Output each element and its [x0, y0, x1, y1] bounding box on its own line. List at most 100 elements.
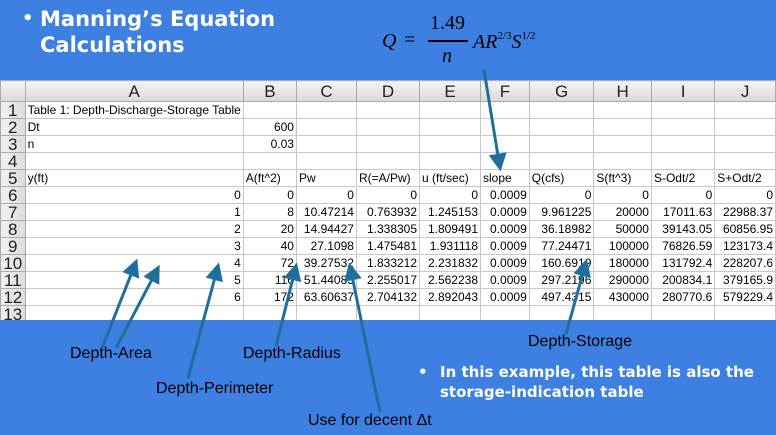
column-header-h[interactable]: H: [593, 80, 652, 102]
cell[interactable]: 0.03: [242, 135, 297, 153]
cell[interactable]: 5: [24, 271, 244, 289]
cell[interactable]: [650, 118, 716, 136]
cell[interactable]: 430000: [593, 288, 652, 306]
cell[interactable]: [528, 118, 595, 136]
row-header[interactable]: 11: [0, 271, 26, 289]
cell[interactable]: 1.338305: [355, 220, 421, 238]
cell[interactable]: Pw: [295, 169, 357, 187]
cell[interactable]: 0.0009: [480, 186, 530, 204]
cell[interactable]: [714, 305, 776, 320]
cell[interactable]: [419, 305, 482, 320]
cell[interactable]: S-Odt/2: [650, 169, 716, 187]
cell[interactable]: [480, 118, 530, 136]
cell[interactable]: 20: [242, 220, 297, 238]
cell[interactable]: y(ft): [24, 169, 244, 187]
cell[interactable]: 1.809491: [419, 220, 482, 238]
cell[interactable]: 228207.6: [714, 254, 776, 272]
cell[interactable]: A(ft^2): [242, 169, 297, 187]
cell[interactable]: 2.704132: [355, 288, 421, 306]
column-header-f[interactable]: F: [480, 80, 530, 102]
column-header-j[interactable]: J: [714, 80, 776, 102]
cell[interactable]: 0.763932: [355, 203, 421, 221]
cell[interactable]: 100000: [593, 237, 652, 255]
cell[interactable]: [480, 135, 530, 153]
row-header[interactable]: 7: [0, 203, 26, 221]
cell[interactable]: 1.833212: [355, 254, 421, 272]
cell[interactable]: [419, 118, 482, 136]
cell[interactable]: [295, 101, 357, 119]
cell[interactable]: 0.0009: [480, 203, 530, 221]
cell[interactable]: 0.0009: [480, 271, 530, 289]
cell[interactable]: 2.231832: [419, 254, 482, 272]
cell[interactable]: [593, 118, 652, 136]
cell[interactable]: [650, 152, 716, 170]
cell[interactable]: [714, 152, 776, 170]
cell[interactable]: 72: [242, 254, 297, 272]
cell[interactable]: [355, 152, 421, 170]
cell[interactable]: [355, 135, 421, 153]
cell[interactable]: 1.931118: [419, 237, 482, 255]
cell[interactable]: R(=A/Pw): [355, 169, 421, 187]
cell[interactable]: [355, 305, 421, 320]
column-header-i[interactable]: I: [650, 80, 716, 102]
cell[interactable]: S+Odt/2: [714, 169, 776, 187]
cell[interactable]: 280770.6: [650, 288, 716, 306]
cell[interactable]: 0.0009: [480, 220, 530, 238]
row-header[interactable]: 3: [0, 135, 26, 153]
cell[interactable]: 77.24471: [528, 237, 595, 255]
row-header[interactable]: 2: [0, 118, 26, 136]
cell[interactable]: 0: [355, 186, 421, 204]
cell[interactable]: 22988.37: [714, 203, 776, 221]
corner-cell[interactable]: [0, 80, 26, 102]
cell[interactable]: 10.47214: [295, 203, 357, 221]
cell[interactable]: [242, 305, 297, 320]
row-header[interactable]: 12: [0, 288, 26, 306]
cell[interactable]: 2.255017: [355, 271, 421, 289]
cell[interactable]: [295, 118, 357, 136]
cell[interactable]: 4: [24, 254, 244, 272]
cell[interactable]: [593, 305, 652, 320]
cell[interactable]: 27.1098: [295, 237, 357, 255]
cell[interactable]: [295, 305, 357, 320]
cell[interactable]: 0: [528, 186, 595, 204]
cell[interactable]: 20000: [593, 203, 652, 221]
cell[interactable]: 1: [24, 203, 244, 221]
cell[interactable]: n: [24, 135, 244, 153]
cell[interactable]: [650, 305, 716, 320]
cell[interactable]: slope: [480, 169, 530, 187]
cell[interactable]: 297.2196: [528, 271, 595, 289]
cell[interactable]: [714, 101, 776, 119]
column-header-c[interactable]: C: [295, 80, 357, 102]
cell[interactable]: 497.4315: [528, 288, 595, 306]
cell[interactable]: 0: [24, 186, 244, 204]
cell[interactable]: 0.0009: [480, 237, 530, 255]
cell[interactable]: [295, 152, 357, 170]
cell[interactable]: 9.961225: [528, 203, 595, 221]
cell[interactable]: [242, 101, 297, 119]
cell[interactable]: S(ft^3): [593, 169, 652, 187]
cell[interactable]: 123173.4: [714, 237, 776, 255]
cell[interactable]: [480, 101, 530, 119]
cell[interactable]: 8: [242, 203, 297, 221]
column-header-a[interactable]: A: [24, 80, 244, 102]
cell[interactable]: 2.562238: [419, 271, 482, 289]
cell[interactable]: 63.60637: [295, 288, 357, 306]
row-header[interactable]: 13: [0, 305, 26, 320]
cell[interactable]: [528, 135, 595, 153]
cell[interactable]: 0: [242, 186, 297, 204]
cell[interactable]: 0.0009: [480, 288, 530, 306]
row-header[interactable]: 9: [0, 237, 26, 255]
cell[interactable]: [528, 101, 595, 119]
cell[interactable]: 40: [242, 237, 297, 255]
cell[interactable]: [355, 101, 421, 119]
cell[interactable]: u (ft/sec): [419, 169, 482, 187]
cell[interactable]: [24, 305, 244, 320]
cell[interactable]: 0: [419, 186, 482, 204]
cell[interactable]: 6: [24, 288, 244, 306]
cell[interactable]: 50000: [593, 220, 652, 238]
cell[interactable]: [528, 305, 595, 320]
cell[interactable]: 579229.4: [714, 288, 776, 306]
cell[interactable]: [419, 152, 482, 170]
row-header[interactable]: 6: [0, 186, 26, 204]
cell[interactable]: Dt: [24, 118, 244, 136]
